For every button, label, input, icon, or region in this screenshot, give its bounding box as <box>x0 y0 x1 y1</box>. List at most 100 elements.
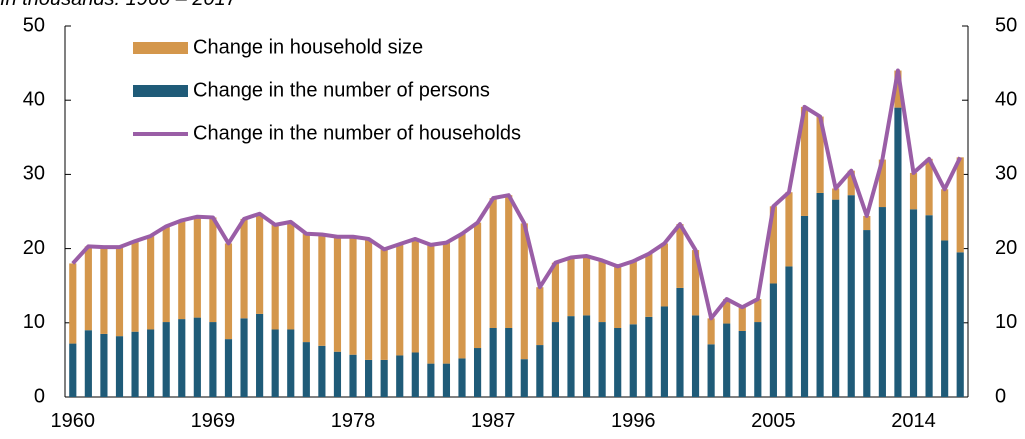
bar-segment <box>754 322 762 397</box>
bar-segment <box>520 359 528 397</box>
bar-segment <box>551 262 560 323</box>
bar-segment <box>941 240 949 397</box>
bar-segment <box>769 206 777 284</box>
y2-tick-label: 50 <box>995 14 1017 36</box>
bar-segment <box>738 330 746 397</box>
bar-segment <box>738 307 746 331</box>
bar-segment <box>707 344 715 397</box>
bar-segment <box>302 233 310 343</box>
bar-segment <box>863 215 871 231</box>
bar-segment <box>473 348 482 397</box>
bar-segment <box>925 215 933 397</box>
bar-segment <box>427 244 435 364</box>
bar-segment <box>178 220 186 320</box>
bar-segment <box>209 322 217 397</box>
bar-segment <box>209 217 217 323</box>
bar-segment <box>505 327 513 397</box>
bar-segment <box>816 116 824 193</box>
bar-segment <box>629 324 637 397</box>
bar-segment <box>847 170 855 196</box>
bar-segment <box>224 243 233 340</box>
bar-segment <box>411 238 419 353</box>
bar-segment <box>396 244 404 356</box>
bar-segment <box>131 241 139 332</box>
y-tick-label: 10 <box>23 311 45 333</box>
bar-segment <box>489 198 497 328</box>
x-tick-label: 2014 <box>891 410 936 432</box>
bar-segment <box>816 192 824 397</box>
bar-segment <box>785 192 793 267</box>
bar-segment <box>723 323 731 397</box>
bar-segment <box>536 287 544 346</box>
y2-tick-label: 10 <box>995 311 1017 333</box>
bar-segment <box>785 266 793 397</box>
bar-segment <box>287 221 295 330</box>
y2-tick-label: 30 <box>995 163 1017 185</box>
bar-segment <box>832 199 840 397</box>
bar-segment <box>536 345 544 397</box>
bar-segment <box>349 354 357 397</box>
bar-segment <box>115 336 124 397</box>
bar-segment <box>691 250 700 316</box>
bar-segment <box>505 195 513 328</box>
bar-segment <box>302 342 310 397</box>
bar-segment <box>287 329 295 397</box>
bar-segment <box>84 246 92 331</box>
bar-segment <box>147 235 155 330</box>
bar-segment <box>333 351 342 397</box>
bar-segment <box>442 242 451 364</box>
bar-segment <box>178 319 186 397</box>
bar-segment <box>629 261 637 325</box>
x-tick-label: 1969 <box>191 410 236 432</box>
bar-segment <box>131 331 139 397</box>
bar-segment <box>411 352 419 397</box>
bar-segment <box>832 188 840 200</box>
bar-segment <box>271 224 279 330</box>
x-tick-label: 1996 <box>611 410 656 432</box>
line <box>71 68 963 321</box>
bar-segment <box>567 316 575 397</box>
x-tick-label: 2005 <box>751 410 796 432</box>
legend-label: Change in household size <box>193 36 423 58</box>
bar-segment <box>147 329 155 397</box>
bar-segment <box>100 247 108 334</box>
y-tick-label: 30 <box>23 163 45 185</box>
bar-segment <box>84 330 92 397</box>
bar-segment <box>380 249 388 360</box>
bar-segment <box>676 287 684 397</box>
bar-segment <box>878 207 886 397</box>
bar-segment <box>69 263 77 344</box>
bar-segment <box>909 172 918 210</box>
x-tick-label: 1960 <box>51 410 96 432</box>
bar-segment <box>676 224 684 288</box>
y-tick-label: 0 <box>34 385 45 407</box>
bar-segment <box>863 230 871 397</box>
y2-tick-label: 20 <box>995 237 1017 259</box>
bar-segment <box>520 223 528 360</box>
bar-segment <box>909 209 918 397</box>
bar-segment <box>645 253 653 317</box>
bar-segment <box>380 359 388 397</box>
bar-segment <box>723 299 731 324</box>
bar-segment <box>69 343 77 397</box>
y-tick-label: 40 <box>23 88 45 110</box>
bar-segment <box>941 189 949 241</box>
bar-segment <box>894 70 902 108</box>
chart-subtitle: In thousands. 1960 – 2017 <box>0 0 238 10</box>
bar-segment <box>847 195 855 397</box>
legend-label: Change in the number of persons <box>193 79 490 101</box>
bar-segment <box>349 236 357 355</box>
bar-segment <box>769 283 777 397</box>
bar-segment <box>271 329 279 397</box>
bar-segment <box>333 236 342 352</box>
bar-segment <box>240 318 248 397</box>
x-tick-label: 1978 <box>331 410 376 432</box>
bar-segment <box>691 315 700 397</box>
bar-segment <box>240 218 248 319</box>
bar-segment <box>614 327 622 397</box>
bar-segment <box>614 266 622 328</box>
x-tick-label: 1987 <box>471 410 516 432</box>
bar-segment <box>956 252 964 397</box>
legend-swatch <box>133 85 188 97</box>
